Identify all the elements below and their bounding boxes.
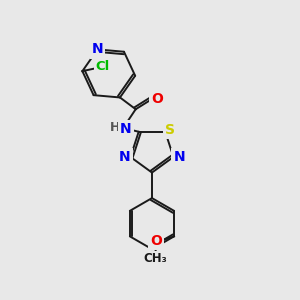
Text: O: O (151, 234, 162, 248)
Text: O: O (151, 92, 163, 106)
Text: N: N (173, 150, 185, 164)
Text: N: N (119, 150, 130, 164)
Text: N: N (120, 122, 132, 136)
Text: H: H (110, 122, 120, 134)
Text: S: S (165, 123, 175, 137)
Text: N: N (92, 42, 103, 56)
Text: CH₃: CH₃ (143, 252, 167, 266)
Text: Cl: Cl (96, 60, 110, 73)
